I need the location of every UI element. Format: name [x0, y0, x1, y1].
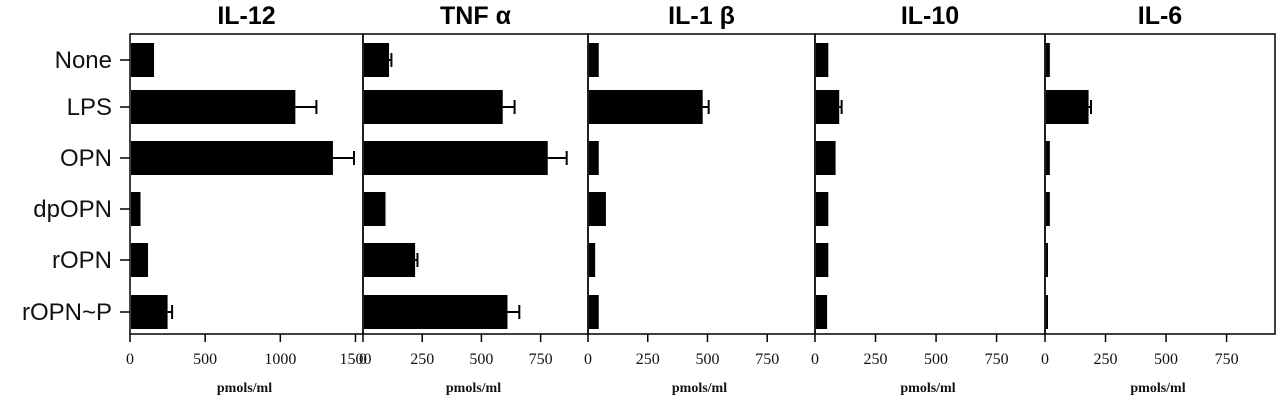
panel-frame [814, 33, 1046, 335]
panel-title: IL-6 [1138, 2, 1182, 30]
bar-il-12-opn [131, 141, 333, 175]
x-tick-label: 750 [985, 351, 1009, 368]
chart-panels: IL-12 0 500 1000 1500 pmols/ml TNF α 0 250 500 750… [126, 2, 1276, 396]
panel-frame [1044, 33, 1276, 335]
panel-title: IL-10 [901, 2, 959, 30]
x-tick-label: 750 [755, 351, 779, 368]
panel-frame [587, 33, 816, 335]
x-tick-label: 0 [1041, 351, 1049, 368]
panel-title: IL-1 β [668, 2, 735, 30]
x-tick-label: 0 [584, 351, 592, 368]
x-axis-label: pmols/ml [672, 381, 727, 396]
bar-il-12-dpopn [131, 192, 141, 226]
x-tick-label: 250 [864, 351, 888, 368]
x-tick-label: 500 [193, 351, 217, 368]
bar-il-6-opn [1046, 141, 1050, 175]
category-label-lps: LPS [67, 94, 112, 121]
bar-tnf-none [364, 43, 390, 77]
panel-frame [362, 33, 589, 335]
x-tick-label: 500 [924, 351, 948, 368]
bar-il-10-ropn-p [816, 295, 828, 329]
bar-tnf-ropn [364, 243, 416, 277]
panel-title: IL-12 [217, 2, 275, 30]
panel-frame [129, 33, 364, 335]
bar-il-1-ropn-p [589, 295, 599, 329]
category-label-ropn-p: rOPN~P [22, 299, 112, 326]
panel-title: TNF α [440, 2, 512, 30]
panel-il-1: IL-1 β 0 250 500 750 pmols/ml [584, 2, 816, 396]
x-tick-label: 1500 [339, 351, 371, 368]
x-axis-label: pmols/ml [1130, 381, 1185, 396]
panel-il-6: IL-6 0 250 500 750 pmols/ml [1041, 2, 1276, 396]
panel-il-10: IL-10 0 250 500 750 pmols/ml [811, 2, 1046, 396]
bar-il-1-lps [589, 90, 703, 124]
bar-tnf-ropn-p [364, 295, 508, 329]
bar-il-10-ropn [816, 243, 829, 277]
bar-il-1-opn [589, 141, 599, 175]
category-label-dpopn: dpOPN [33, 196, 112, 223]
category-label-none: None [55, 47, 112, 74]
x-axis-label: pmols/ml [900, 381, 955, 396]
x-tick-label: 1000 [264, 351, 296, 368]
panel-tnf: TNF α 0 250 500 750 pmols/ml [359, 2, 589, 396]
x-tick-label: 250 [636, 351, 660, 368]
x-tick-label: 750 [1215, 351, 1239, 368]
x-tick-label: 250 [1094, 351, 1118, 368]
x-tick-label: 0 [359, 351, 367, 368]
x-axis-label: pmols/ml [217, 381, 272, 396]
bar-il-6-none [1046, 43, 1050, 77]
bar-il-1-ropn [589, 243, 596, 277]
bar-il-12-ropn-p [131, 295, 168, 329]
bar-il-12-lps [131, 90, 296, 124]
x-tick-label: 0 [126, 351, 134, 368]
x-tick-label: 500 [695, 351, 719, 368]
bar-il-1-dpopn [589, 192, 606, 226]
panel-il-12: IL-12 0 500 1000 1500 pmols/ml [126, 2, 371, 396]
category-label-opn: OPN [60, 145, 112, 172]
bar-il-12-ropn [131, 243, 149, 277]
bar-il-6-ropn [1046, 243, 1048, 277]
bar-tnf-opn [364, 141, 548, 175]
category-labels: None LPS OPN dpOPN rOPN rOPN~P [22, 47, 130, 326]
category-label-ropn: rOPN [52, 247, 112, 274]
bar-il-6-dpopn [1046, 192, 1050, 226]
bar-il-12-none [131, 43, 155, 77]
x-axis-label: pmols/ml [446, 381, 501, 396]
x-tick-label: 500 [1154, 351, 1178, 368]
bar-il-6-lps [1046, 90, 1089, 124]
bar-il-10-lps [816, 90, 840, 124]
x-tick-label: 500 [469, 351, 493, 368]
bar-il-10-none [816, 43, 829, 77]
bar-il-6-ropn-p [1046, 295, 1048, 329]
x-tick-label: 0 [811, 351, 819, 368]
bar-tnf-dpopn [364, 192, 386, 226]
bar-il-10-opn [816, 141, 836, 175]
bar-tnf-lps [364, 90, 503, 124]
x-tick-label: 250 [410, 351, 434, 368]
bar-il-1-none [589, 43, 599, 77]
bar-il-10-dpopn [816, 192, 829, 226]
x-tick-label: 750 [529, 351, 553, 368]
